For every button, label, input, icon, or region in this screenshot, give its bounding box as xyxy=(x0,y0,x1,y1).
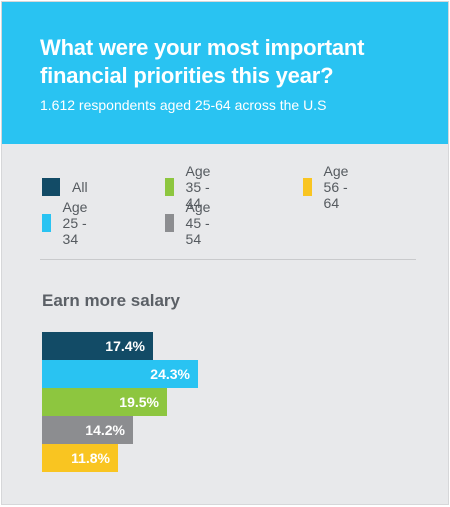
bar: 11.8% xyxy=(42,444,118,472)
legend-item-age-45-54: Age 45 - 54 xyxy=(165,199,220,247)
header-banner: What were your most important financial … xyxy=(2,2,448,144)
bar-value-label: 17.4% xyxy=(105,338,145,354)
bar-value-label: 24.3% xyxy=(150,366,190,382)
chart-title: What were your most important financial … xyxy=(40,35,365,88)
legend-item-all: All xyxy=(42,177,88,197)
chart-section-title: Earn more salary xyxy=(42,291,180,310)
divider xyxy=(40,259,416,260)
legend-label: Age 35 - 44 xyxy=(185,163,211,211)
legend-swatch xyxy=(42,178,60,196)
bar: 19.5% xyxy=(42,388,167,416)
chart-subtitle: 1.612 respondents aged 25-64 across the … xyxy=(40,97,327,113)
bar-value-label: 11.8% xyxy=(71,450,110,466)
legend-swatch xyxy=(303,178,312,196)
legend-swatch xyxy=(42,214,51,232)
legend-label: Age 56 - 64 xyxy=(323,163,349,211)
legend-item-age-56-64: Age 56 - 64 xyxy=(303,163,358,211)
legend-item-age-25-34: Age 25 - 34 xyxy=(42,199,97,247)
bar: 17.4% xyxy=(42,332,153,360)
legend-label: Age 45 - 54 xyxy=(185,199,211,247)
legend-label: All xyxy=(72,179,88,195)
legend-swatch xyxy=(165,178,174,196)
bar: 14.2% xyxy=(42,416,133,444)
legend-swatch xyxy=(165,214,174,232)
bar: 24.3% xyxy=(42,360,198,388)
legend-label: Age 25 - 34 xyxy=(62,199,88,247)
bar-value-label: 19.5% xyxy=(119,394,159,410)
legend-item-age-35-44: Age 35 - 44 xyxy=(165,163,220,211)
bar-value-label: 14.2% xyxy=(85,422,125,438)
